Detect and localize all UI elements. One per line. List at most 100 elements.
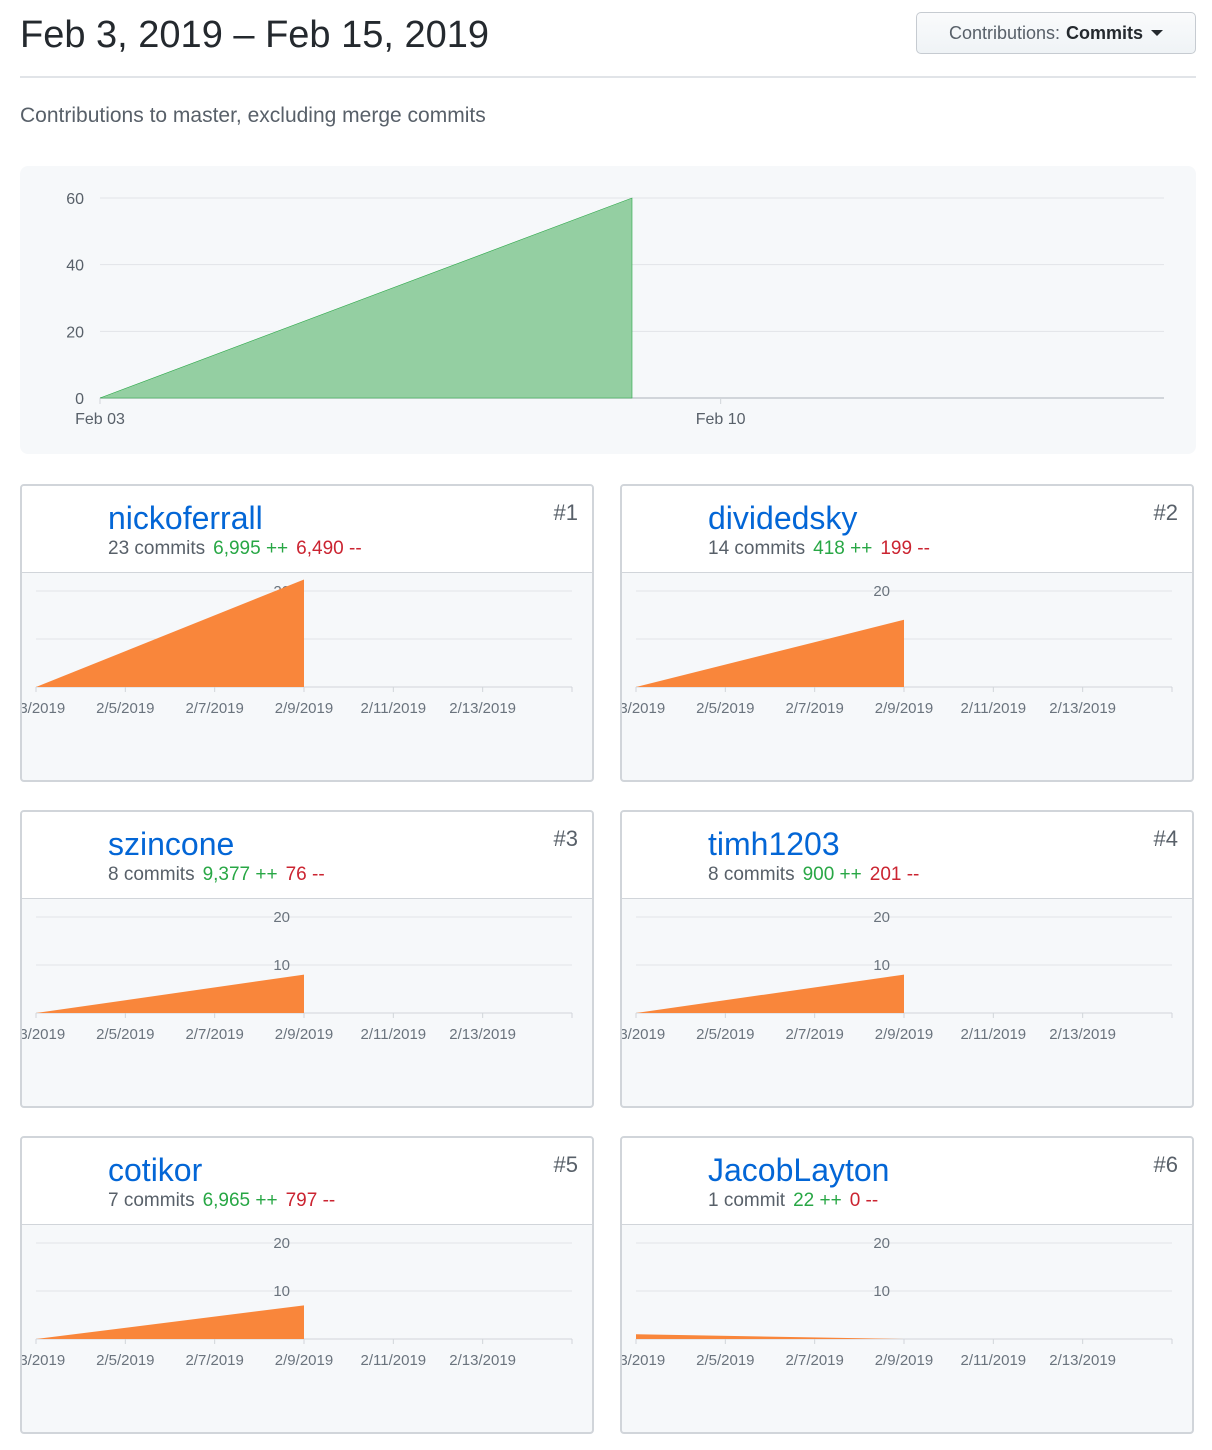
main-chart-svg: 0 20 40 60 Feb 03 Feb 10 (66, 191, 1164, 428)
y-tick-label: 40 (66, 258, 84, 275)
y-tick-label: 10 (873, 1283, 890, 1300)
x-tick-label: 2/7/2019 (185, 700, 243, 717)
x-tick-label: 2/11/2019 (961, 700, 1027, 717)
contributor-rank: #2 (1153, 500, 1178, 525)
y-tick-label: 20 (273, 909, 290, 926)
contributor-login-link[interactable]: JacobLayton (708, 1152, 890, 1188)
deletions-count: 199 -- (880, 538, 930, 559)
additions-count: 6,965 ++ (202, 1190, 278, 1211)
contributor-card-header: timh1203 8 commits 900 ++ 201 -- #4 (622, 812, 1192, 899)
x-tick-label: 2/11/2019 (961, 1352, 1027, 1369)
x-tick-label: 2/11/2019 (961, 1026, 1027, 1043)
main-contributions-chart: 0 20 40 60 Feb 03 Feb 10 (20, 166, 1196, 454)
x-tick-label: 2/3/2019 (22, 1026, 65, 1043)
x-tick-label: 2/13/2019 (449, 1352, 516, 1369)
contributor-card: nickoferrall 23 commits 6,995 ++ 6,490 -- #1… (20, 484, 594, 782)
contributor-login-link[interactable]: dividedsky (708, 500, 858, 536)
x-tick-label: Feb 10 (696, 411, 746, 428)
deletions-count: 6,490 -- (296, 538, 362, 559)
x-tick-label: 2/11/2019 (361, 1026, 427, 1043)
y-tick-label: 10 (273, 1283, 290, 1300)
contributor-rank: #4 (1153, 826, 1178, 851)
x-tick-label: 2/5/2019 (696, 700, 754, 717)
avatar[interactable] (34, 1150, 94, 1210)
page-header: Feb 3, 2019 – Feb 15, 2019 Contributions… (20, 10, 1196, 78)
avatar[interactable] (34, 498, 94, 558)
date-range-title: Feb 3, 2019 – Feb 15, 2019 (20, 14, 490, 56)
contributions-type-select[interactable]: Contributions: Commits (916, 12, 1196, 54)
x-tick-label: 2/11/2019 (361, 1352, 427, 1369)
contributor-commits-area (636, 619, 904, 687)
contributor-chart: 20102/3/20192/5/20192/7/20192/9/20192/11… (622, 909, 1173, 1043)
contributions-subtitle: Contributions to master, excluding merge… (20, 104, 486, 127)
y-tick-label: 60 (66, 191, 84, 208)
contributor-chart: 20102/3/20192/5/20192/7/20192/9/20192/11… (22, 1235, 573, 1369)
avatar[interactable] (634, 1150, 694, 1210)
contributor-login-link[interactable]: timh1203 (708, 826, 840, 862)
contributor-card-header: JacobLayton 1 commit 22 ++ 0 -- #6 (622, 1138, 1192, 1225)
contributor-commits-area (36, 974, 304, 1013)
x-tick-label: 2/9/2019 (875, 700, 933, 717)
commit-count: 14 commits (708, 538, 806, 559)
x-tick-label: 2/7/2019 (785, 700, 843, 717)
contributor-chart: 202/3/20192/5/20192/7/20192/9/20192/11/2… (22, 579, 573, 717)
x-tick-label: 2/5/2019 (96, 1352, 154, 1369)
y-tick-label: 20 (873, 1235, 890, 1252)
commits-area (99, 197, 633, 399)
additions-count: 6,995 ++ (213, 538, 289, 559)
deletions-count: 0 -- (849, 1190, 879, 1211)
contributor-login-link[interactable]: szincone (108, 826, 235, 862)
x-tick-label: 2/13/2019 (1049, 1026, 1116, 1043)
y-tick-label: 20 (66, 324, 84, 341)
additions-count: 900 ++ (802, 864, 862, 885)
contributor-rank: #6 (1153, 1152, 1178, 1177)
x-tick-label: 2/11/2019 (361, 700, 427, 717)
contributor-chart: 20102/3/20192/5/20192/7/20192/9/20192/11… (622, 583, 1173, 717)
y-tick-label: 0 (75, 391, 84, 408)
x-tick-label: 2/3/2019 (622, 1352, 665, 1369)
x-tick-label: 2/13/2019 (1049, 1352, 1116, 1369)
x-tick-label: Feb 03 (75, 411, 125, 428)
contributor-stats: 8 commits 900 ++ 201 -- (708, 864, 919, 886)
contributor-card-header: szincone 8 commits 9,377 ++ 76 -- #3 (22, 812, 592, 899)
contributions-label: Contributions: (948, 22, 1061, 43)
avatar[interactable] (634, 824, 694, 884)
x-tick-label: 2/5/2019 (96, 1026, 154, 1043)
contributor-card-header: nickoferrall 23 commits 6,995 ++ 6,490 -- #1 (22, 486, 592, 573)
contributor-stats: 7 commits 6,965 ++ 797 -- (108, 1190, 335, 1212)
contributor-login-link[interactable]: nickoferrall (108, 500, 263, 536)
x-tick-label: 2/5/2019 (696, 1026, 754, 1043)
commit-count: 8 commits (708, 864, 795, 885)
x-tick-label: 2/9/2019 (275, 1352, 333, 1369)
deletions-count: 76 -- (285, 864, 325, 885)
x-tick-label: 2/9/2019 (875, 1026, 933, 1043)
contributor-rank: #5 (553, 1152, 578, 1177)
y-tick-label: 20 (273, 1235, 290, 1252)
x-tick-label: 2/7/2019 (185, 1352, 243, 1369)
commit-count: 7 commits (108, 1190, 195, 1211)
contributor-login-link[interactable]: cotikor (108, 1152, 203, 1188)
y-tick-label: 10 (273, 957, 290, 974)
y-tick-label: 20 (873, 583, 890, 600)
additions-count: 22 ++ (793, 1190, 842, 1211)
avatar[interactable] (34, 824, 94, 884)
contributor-commits-area (36, 579, 304, 687)
y-tick-label: 10 (873, 957, 890, 974)
commit-count: 23 commits (108, 538, 206, 559)
x-tick-label: 2/7/2019 (185, 1026, 243, 1043)
x-tick-label: 2/9/2019 (275, 1026, 333, 1043)
avatar[interactable] (634, 498, 694, 558)
deletions-count: 797 -- (285, 1190, 336, 1211)
x-tick-label: 2/9/2019 (275, 700, 333, 717)
contributor-chart: 20 10 2/3/2019 2/5/2019 2/7/2019 2/9/2019 2/11… (22, 909, 573, 1043)
contributor-rank: #3 (553, 826, 578, 851)
contributor-card-header: cotikor 7 commits 6,965 ++ 797 -- #5 (22, 1138, 592, 1225)
commit-count: 1 commit (708, 1190, 786, 1211)
contributor-commits-area (36, 1305, 304, 1339)
contributor-chart: 20102/3/20192/5/20192/7/20192/9/20192/11… (622, 1235, 1173, 1369)
